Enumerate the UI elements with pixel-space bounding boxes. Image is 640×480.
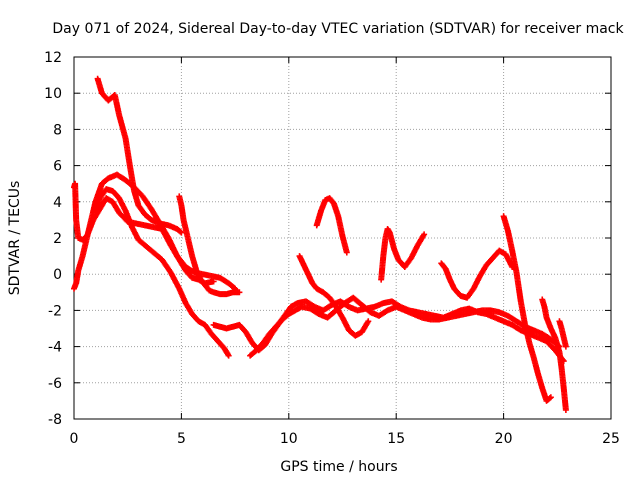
- x-tick-label: 20: [495, 431, 513, 447]
- data-point: [178, 229, 185, 236]
- y-tick-label: 4: [53, 195, 62, 211]
- series-trace-8: [296, 253, 372, 339]
- data-points: [71, 75, 569, 413]
- x-axis-label: GPS time / hours: [280, 459, 397, 475]
- y-tick-label: -8: [48, 412, 62, 428]
- data-point: [547, 394, 554, 401]
- data-point: [210, 278, 217, 285]
- series-trace-14: [556, 318, 569, 350]
- series-trace-9: [313, 195, 350, 256]
- data-point: [562, 406, 569, 413]
- series-trace-1: [94, 75, 185, 236]
- x-tick-label: 5: [177, 431, 186, 447]
- series-trace-10: [378, 225, 428, 283]
- y-tick-label: -4: [48, 340, 62, 356]
- data-point: [562, 343, 569, 350]
- y-tick-label: 0: [53, 267, 62, 283]
- data-point: [236, 289, 243, 296]
- data-point: [343, 249, 350, 256]
- axis-ticks: 0 5 10 15 20 25 -8 -6 -4 -2 0 2 4 6 8 10 12: [44, 50, 620, 447]
- data-point: [365, 318, 372, 325]
- y-tick-label: 6: [53, 159, 62, 175]
- series-trace-12: [500, 213, 554, 404]
- chart-title: Day 071 of 2024, Sidereal Day-to-day VTE…: [52, 21, 624, 37]
- series-trace-4: [92, 186, 232, 359]
- y-axis-label: SDTVAR / TECUs: [7, 181, 23, 296]
- series-trace-2: [71, 171, 239, 292]
- series-trace-3: [71, 180, 217, 287]
- x-tick-label: 15: [387, 431, 405, 447]
- data-point: [177, 228, 184, 235]
- data-point: [225, 352, 232, 359]
- y-tick-label: -2: [48, 303, 62, 319]
- y-tick-label: 10: [44, 86, 62, 102]
- series-trace-13: [539, 296, 569, 413]
- y-tick-label: 8: [53, 122, 62, 138]
- y-tick-label: 2: [53, 231, 62, 247]
- x-tick-label: 25: [602, 431, 620, 447]
- x-tick-label: 10: [280, 431, 298, 447]
- series-trace-5: [176, 193, 243, 298]
- y-tick-label: 12: [44, 50, 62, 66]
- y-tick-label: -6: [48, 376, 62, 392]
- data-point: [421, 231, 428, 238]
- series-trace-11: [438, 247, 516, 301]
- data-point: [546, 395, 553, 402]
- x-tick-label: 0: [70, 431, 79, 447]
